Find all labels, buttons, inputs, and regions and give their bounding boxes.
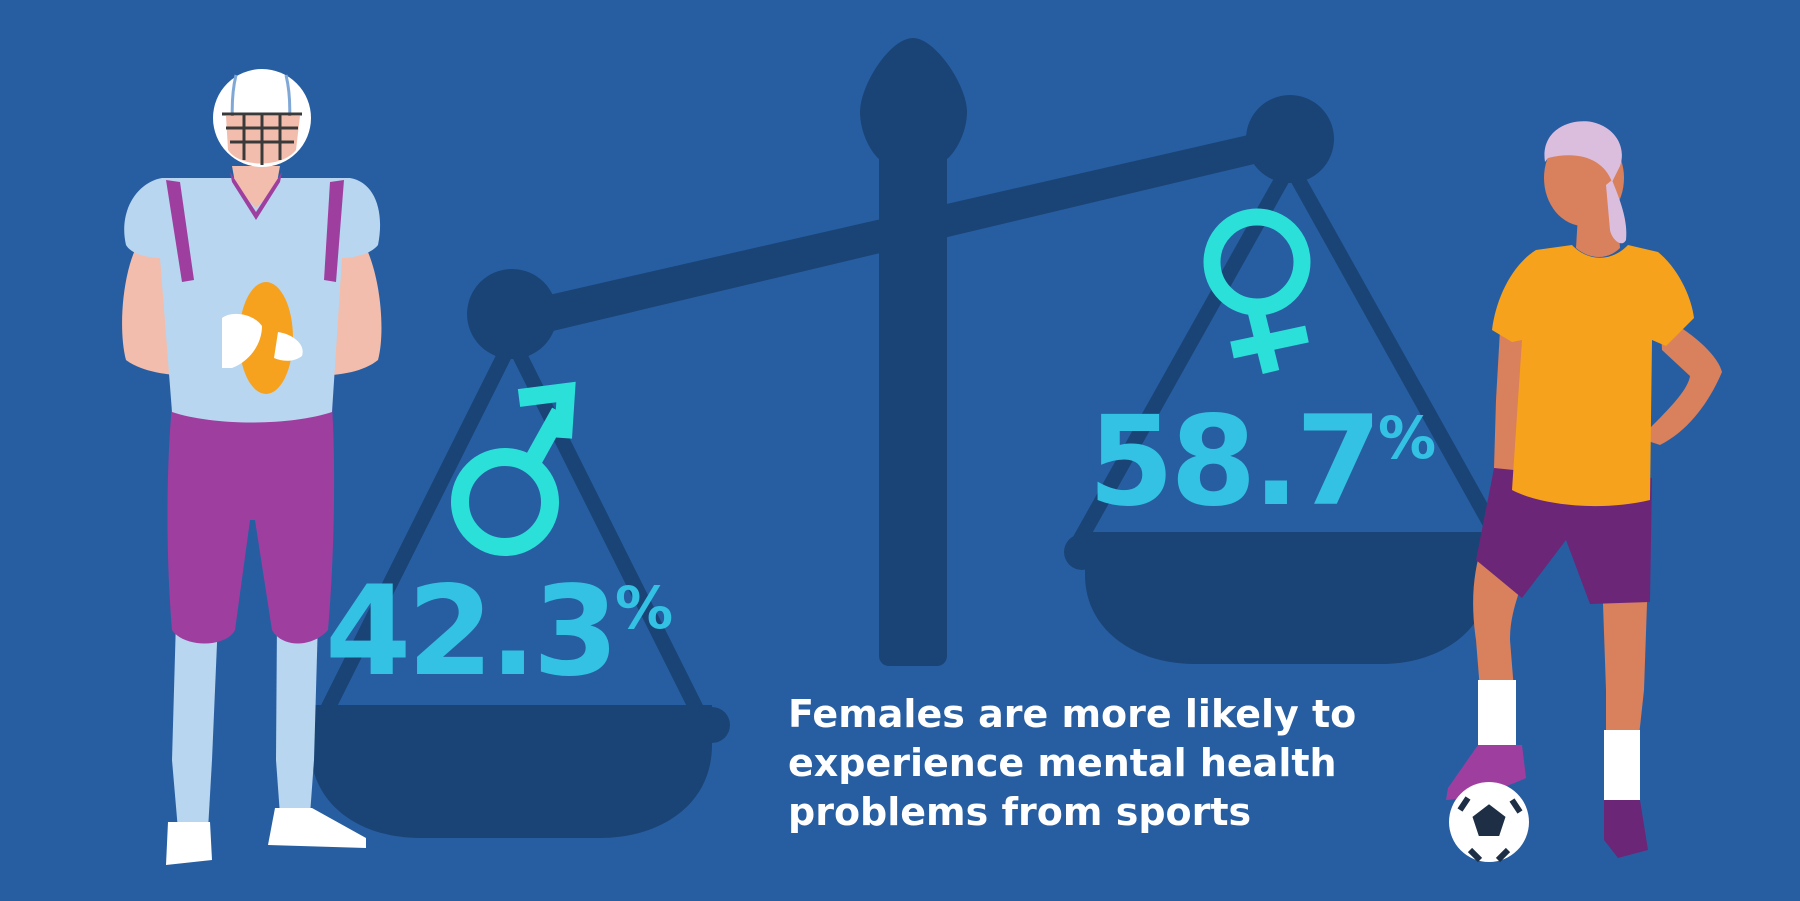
soccer-player-illustration [1446,121,1722,863]
female-percentage-stat: 58.7% [1088,400,1436,524]
male-percent-sign: % [614,574,674,642]
caption-line: Females are more likely to [788,692,1357,736]
caption-line: experience mental health [788,741,1337,785]
caption-text: Females are more likely to experience me… [788,690,1428,837]
balance-scale [310,38,1509,838]
female-symbol-icon [1203,208,1311,375]
male-symbol-icon [451,381,576,556]
male-percentage-stat: 42.3% [325,570,673,694]
female-percentage-value: 58.7 [1088,390,1382,534]
caption-line: problems from sports [788,790,1252,834]
football-player-illustration [122,69,382,865]
male-percentage-value: 42.3 [325,560,619,704]
female-percent-sign: % [1377,404,1437,472]
